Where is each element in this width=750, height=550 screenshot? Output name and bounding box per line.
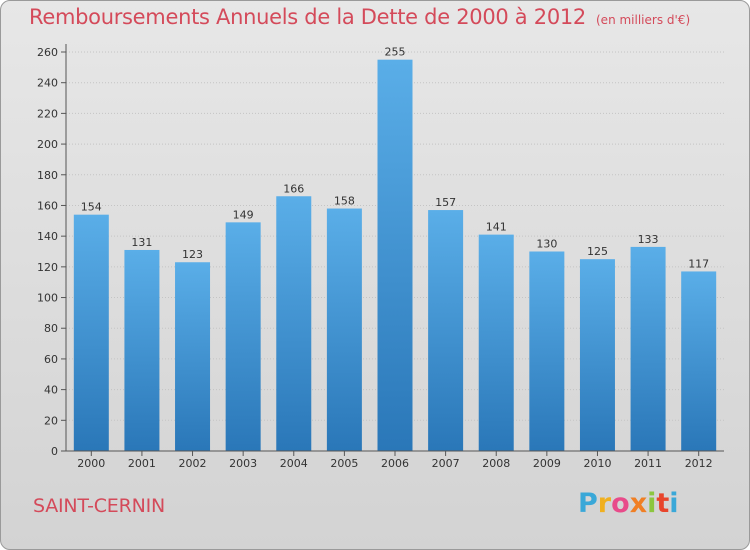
bar <box>478 234 514 451</box>
y-tick-label: 40 <box>44 384 58 397</box>
logo-letter: r <box>597 488 612 519</box>
logo-letter: P <box>578 488 598 519</box>
y-tick-label: 180 <box>37 169 58 182</box>
y-tick-label: 100 <box>37 292 58 305</box>
x-tick-label: 2005 <box>330 457 358 470</box>
logo-letter: x <box>629 488 648 519</box>
chart-unit: (en milliers d'€) <box>596 13 691 27</box>
bar <box>630 246 666 451</box>
axis-layer: 0 20 40 60 80 100 120 140 160 180 200 220 240 260 2000… <box>37 44 724 470</box>
x-tick-label: 2004 <box>280 457 308 470</box>
y-tick-label: 240 <box>37 77 58 90</box>
data-label: 158 <box>334 195 355 208</box>
x-tick-label: 2006 <box>381 457 409 470</box>
data-label: 130 <box>536 238 557 251</box>
bar <box>579 259 615 451</box>
x-tick-label: 2000 <box>77 457 105 470</box>
y-tick-label: 80 <box>44 322 58 335</box>
bar <box>124 249 160 451</box>
chart-title-text: Remboursements Annuels de la Dette de 20… <box>29 5 586 29</box>
bar <box>377 59 413 452</box>
x-tick-label: 2003 <box>229 457 257 470</box>
y-tick-label: 60 <box>44 353 58 366</box>
y-tick-label: 120 <box>37 261 58 274</box>
data-label: 123 <box>182 248 203 261</box>
x-tick-label: 2012 <box>685 457 713 470</box>
y-tick-label: 200 <box>37 138 58 151</box>
bar <box>73 214 109 451</box>
x-tick-label: 2010 <box>583 457 611 470</box>
bar <box>276 196 312 451</box>
logo-letter: t <box>656 488 670 519</box>
bar <box>326 208 362 451</box>
chart-title: Remboursements Annuels de la Dette de 20… <box>29 5 690 29</box>
label-layer: 154 131 123 149 166 158 255 157 141 130 125 133 117 <box>81 46 709 271</box>
data-label: 117 <box>688 257 709 270</box>
x-tick-label: 2001 <box>128 457 156 470</box>
data-label: 157 <box>435 196 456 209</box>
data-label: 154 <box>81 201 102 214</box>
data-label: 125 <box>587 245 608 258</box>
bar-layer <box>73 59 717 452</box>
y-tick-label: 160 <box>37 199 58 212</box>
bar <box>428 210 464 451</box>
y-tick-label: 0 <box>51 445 58 458</box>
logo-letter: i <box>669 488 679 519</box>
data-label: 166 <box>283 182 304 195</box>
x-tick-label: 2011 <box>634 457 662 470</box>
data-label: 255 <box>385 46 406 59</box>
bar <box>681 271 717 451</box>
data-label: 141 <box>486 221 507 234</box>
data-label: 133 <box>638 233 659 246</box>
bar <box>225 222 261 451</box>
y-tick-label: 20 <box>44 414 58 427</box>
logo-letter: o <box>611 488 630 519</box>
logo-letter: i <box>647 488 657 519</box>
x-tick-label: 2002 <box>179 457 207 470</box>
proxiti-logo: Proxiti <box>578 488 679 519</box>
x-tick-label: 2008 <box>482 457 510 470</box>
data-label: 149 <box>233 208 254 221</box>
bar <box>175 262 211 451</box>
x-tick-label: 2009 <box>533 457 561 470</box>
commune-name: SAINT-CERNIN <box>33 495 166 517</box>
y-tick-label: 220 <box>37 107 58 120</box>
y-tick-label: 260 <box>37 46 58 59</box>
x-tick-label: 2007 <box>432 457 460 470</box>
bar <box>529 251 565 451</box>
y-tick-label: 140 <box>37 230 58 243</box>
data-label: 131 <box>131 236 152 249</box>
